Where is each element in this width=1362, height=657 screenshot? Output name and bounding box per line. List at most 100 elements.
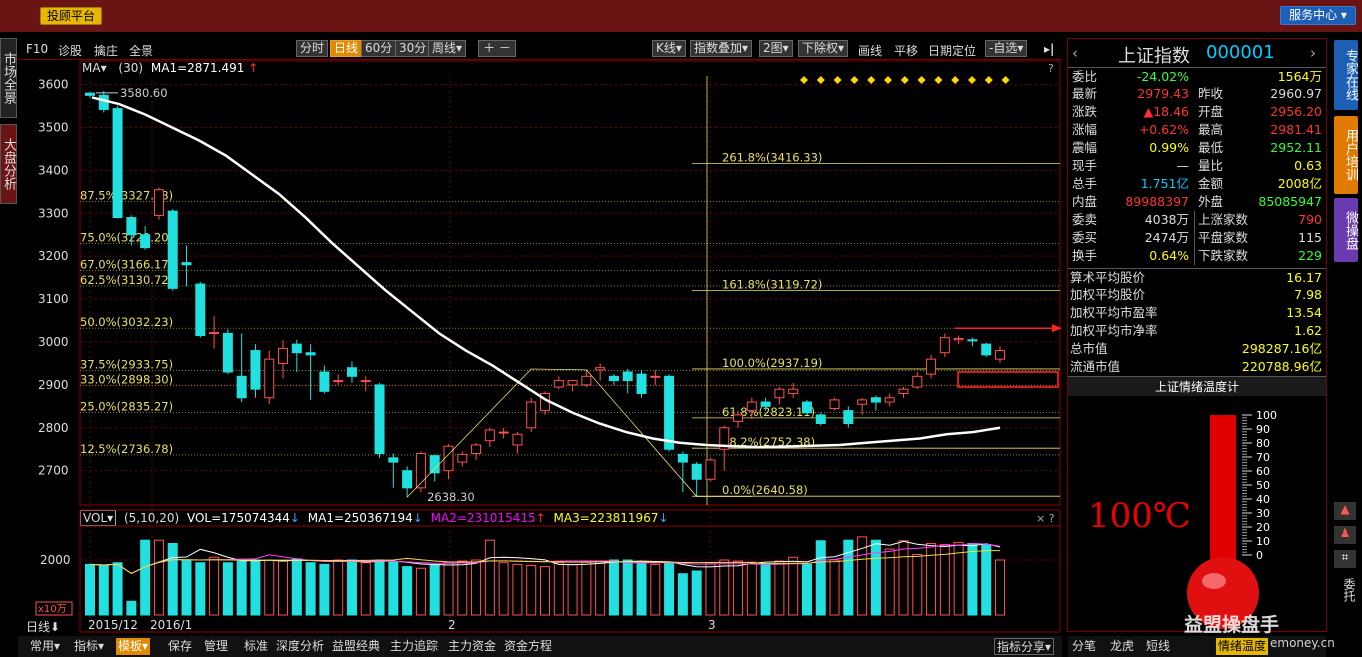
- vol-ma2-up-arrow-icon: ↑: [535, 511, 546, 525]
- volume-bar: [636, 561, 647, 616]
- volume-chart-frame: [79, 509, 1061, 633]
- stat-value: 220788.96亿: [1241, 359, 1322, 374]
- volume-bar: [319, 563, 330, 616]
- tab-ticks[interactable]: 分笔: [1072, 639, 1097, 653]
- tab-short-term[interactable]: 短线: [1146, 639, 1171, 653]
- full-view-button[interactable]: 全景: [129, 44, 154, 58]
- tab-market-overview[interactable]: 市场全景: [0, 38, 17, 118]
- volume-bar: [388, 561, 399, 616]
- collapse-icon[interactable]: ▸|: [1044, 42, 1055, 56]
- high-label: 3580.60: [120, 86, 168, 100]
- watchlist-dropdown[interactable]: -自选▾: [985, 40, 1028, 57]
- quote-value: 229: [1298, 248, 1322, 263]
- common-dropdown[interactable]: 常用▾: [30, 639, 61, 653]
- volume-bar: [195, 562, 206, 616]
- period-tab-weekly[interactable]: 周线▾: [428, 40, 467, 57]
- candle-body: [305, 352, 316, 356]
- period-tab-daily[interactable]: 日线: [330, 40, 363, 57]
- fund-equation-tab[interactable]: 资金方程: [504, 639, 553, 653]
- tab-market-analysis[interactable]: 大盘分析: [0, 124, 17, 204]
- kline-dropdown[interactable]: K线▾: [652, 40, 686, 57]
- stat-value: 13.54: [1286, 305, 1322, 320]
- fib-label-left: 33.0%(2898.30): [80, 373, 173, 387]
- deep-analysis-tab[interactable]: 深度分析: [276, 639, 325, 653]
- main-track-tab[interactable]: 主力追踪: [390, 639, 439, 653]
- vol-label[interactable]: VOL▾: [80, 510, 117, 526]
- candle-body: [857, 399, 868, 405]
- volume-bar: [498, 562, 509, 616]
- volume-bar: [939, 544, 950, 616]
- f10-button[interactable]: F10: [26, 42, 49, 56]
- person-icon[interactable]: ♟: [1334, 526, 1356, 544]
- tab-expert-online[interactable]: 专家在线: [1334, 40, 1358, 110]
- volume-bar: [857, 536, 868, 616]
- ma-label[interactable]: MA▾: [82, 61, 107, 75]
- quote-value: 0.99%: [1149, 140, 1189, 155]
- thermometer-tick-label: 0: [1256, 549, 1263, 562]
- y-tick-label: 2800: [38, 421, 69, 435]
- zoom-controls[interactable]: ＋ －: [478, 40, 516, 57]
- fib-label-left: 67.0%(3166.17): [80, 258, 173, 272]
- daily-selector[interactable]: 日线⬇: [24, 619, 62, 636]
- platform-button[interactable]: 投顾平台: [40, 7, 102, 25]
- candle-body: [140, 234, 151, 249]
- ex-right-dropdown[interactable]: 下除权▾: [798, 40, 849, 57]
- template-dropdown[interactable]: 模板▾: [116, 638, 151, 655]
- volume-bar: [278, 560, 289, 616]
- candle-body: [788, 388, 799, 394]
- candle-body: [898, 388, 909, 394]
- crop-icon[interactable]: ⌗: [1334, 550, 1356, 568]
- diagnose-button[interactable]: 诊股: [58, 44, 83, 58]
- volume-bar: [774, 560, 785, 616]
- volume-bar: [553, 562, 564, 616]
- zoom-in-icon[interactable]: ＋: [483, 41, 496, 55]
- entrust-button[interactable]: 委托: [1342, 578, 1356, 602]
- candle-body: [760, 401, 771, 407]
- chart-count-dropdown[interactable]: 2图▾: [759, 40, 793, 57]
- market-stat-row: 加权平均市净率 1.62: [1068, 322, 1326, 340]
- indicator-dropdown[interactable]: 指标▾: [74, 639, 105, 653]
- candle-body: [85, 92, 95, 96]
- quote-value: 790: [1298, 212, 1322, 227]
- candle-body: [995, 350, 1005, 360]
- indicator-share-button[interactable]: 指标分享▾: [994, 638, 1055, 655]
- alert-icon[interactable]: ▲: [1334, 502, 1356, 520]
- index-overlay-dropdown[interactable]: 指数叠加▾: [690, 40, 753, 57]
- tab-micro-trading[interactable]: 微操盘: [1334, 198, 1358, 262]
- standard-tab[interactable]: 标准: [244, 639, 269, 653]
- pan-button[interactable]: 平移: [894, 44, 919, 58]
- prev-stock-icon[interactable]: ‹: [1072, 44, 1078, 62]
- candle-body: [746, 401, 757, 412]
- period-tab-intraday[interactable]: 分时: [296, 40, 329, 57]
- quote-row: 委比 -24.02% 1564万: [1068, 67, 1326, 85]
- main-fund-tab[interactable]: 主力资金: [448, 639, 497, 653]
- volume-bar: [402, 566, 413, 616]
- classic-tab[interactable]: 益盟经典: [332, 639, 381, 653]
- signal-diamond-icon: [884, 76, 892, 84]
- quote-row: 涨幅 +0.62% 最高 2981.41: [1068, 121, 1326, 139]
- save-button[interactable]: 保存: [168, 639, 193, 653]
- quote-value: 2960.97: [1270, 86, 1322, 101]
- service-center-button[interactable]: 服务中心 ▾: [1280, 6, 1356, 25]
- draw-line-button[interactable]: 画线: [858, 44, 883, 58]
- manage-button[interactable]: 管理: [204, 639, 229, 653]
- zoom-out-icon[interactable]: －: [498, 41, 511, 55]
- tab-dragon-tiger[interactable]: 龙虎: [1110, 639, 1135, 653]
- watermark-logo: 益盟操盘手: [1184, 614, 1280, 636]
- tab-user-training[interactable]: 用户培训: [1334, 116, 1358, 194]
- stat-label: 算术平均股价: [1070, 270, 1146, 285]
- next-stock-icon[interactable]: ›: [1310, 44, 1316, 62]
- volume-bar: [981, 544, 992, 616]
- quote-row: 震幅 0.99% 最低 2952.11: [1068, 139, 1326, 157]
- quote-row: 内盘 89988397 外盘 85085947: [1068, 193, 1326, 211]
- volume-bar: [608, 559, 619, 616]
- volume-bar: [677, 573, 688, 616]
- candle-body: [360, 380, 371, 383]
- tab-sentiment[interactable]: 情绪温度: [1216, 638, 1269, 655]
- date-locate-button[interactable]: 日期定位: [928, 44, 977, 58]
- stat-label: 总市值: [1070, 341, 1108, 356]
- quote-label: 涨跌: [1072, 104, 1098, 119]
- pick-button[interactable]: 擒庄: [94, 44, 119, 58]
- thermometer-tick-label: 60: [1256, 465, 1270, 478]
